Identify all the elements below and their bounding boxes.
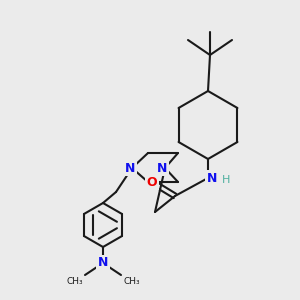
Text: N: N	[207, 172, 217, 184]
Text: O: O	[147, 176, 157, 188]
Text: N: N	[98, 256, 108, 269]
Text: N: N	[125, 161, 135, 175]
Text: N: N	[157, 161, 167, 175]
Text: H: H	[222, 175, 230, 185]
Text: CH₃: CH₃	[123, 277, 140, 286]
Text: CH₃: CH₃	[66, 277, 83, 286]
